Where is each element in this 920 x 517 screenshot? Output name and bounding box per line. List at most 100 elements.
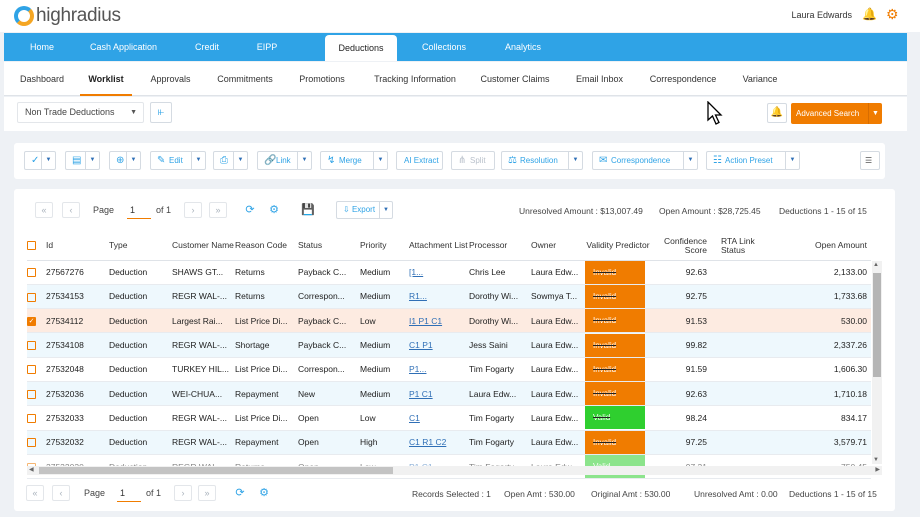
cell-attachments[interactable]: R1... <box>409 291 427 302</box>
merge-button[interactable]: ↯ Merge ▼ <box>320 151 388 170</box>
column-header[interactable]: Attachment List <box>409 232 469 261</box>
chevron-down-icon[interactable]: ▼ <box>233 152 247 169</box>
table-row[interactable]: 27532048 Deduction TURKEY HIL... List Price… <box>27 357 871 382</box>
tab-tracking-information[interactable]: Tracking Information <box>374 74 456 84</box>
table-row[interactable]: ✓ 27534112 Deduction Largest Rai... List Pri… <box>27 308 871 334</box>
gear-icon[interactable]: ⚙ <box>886 6 899 22</box>
select-all-checkbox[interactable] <box>27 241 36 251</box>
cell-attachments[interactable]: C1 R1 C2 <box>409 437 447 448</box>
cell-attachments[interactable]: C1 P1 <box>409 340 433 351</box>
notes-button[interactable]: ▤ ▼ <box>65 151 100 170</box>
column-header[interactable]: Open Amount <box>771 232 871 261</box>
chevron-down-icon[interactable]: ▼ <box>126 152 140 169</box>
column-header[interactable]: Reason Code <box>235 232 298 261</box>
main-nav-credit[interactable]: Credit <box>194 42 219 52</box>
page-input[interactable]: 1 <box>117 485 141 502</box>
resolution-button[interactable]: ⚖ Resolution ▼ <box>501 151 583 170</box>
main-nav-cash-application[interactable]: Cash Application <box>89 42 158 52</box>
next-page-icon[interactable]: › <box>174 485 192 501</box>
refresh-icon[interactable]: ⟳ <box>245 204 255 216</box>
chevron-down-icon[interactable]: ▼ <box>379 202 392 218</box>
ai-extract-button[interactable]: AI Extract <box>396 151 443 170</box>
tab-promotions[interactable]: Promotions <box>299 74 345 84</box>
menu-icon[interactable]: ☰ <box>860 151 880 170</box>
row-checkbox[interactable] <box>27 292 36 302</box>
tab-variance[interactable]: Variance <box>742 74 778 84</box>
row-checkbox[interactable] <box>27 438 36 448</box>
scroll-down-icon[interactable]: ▼ <box>873 457 879 463</box>
column-header[interactable]: Type <box>109 232 172 261</box>
last-page-icon[interactable]: » <box>209 202 227 218</box>
reset-icon[interactable]: ⚙ <box>269 204 279 216</box>
cell-attachments[interactable]: C1 <box>409 412 420 423</box>
column-header[interactable]: RTA Link Status <box>711 232 771 261</box>
refresh-icon[interactable]: ⟳ <box>235 487 245 499</box>
approve-button[interactable]: ✓ ▼ <box>24 151 56 170</box>
column-header[interactable]: Owner <box>531 232 585 261</box>
tab-approvals[interactable]: Approvals <box>150 74 191 84</box>
row-checkbox[interactable] <box>27 341 36 351</box>
row-checkbox[interactable] <box>27 414 36 424</box>
table-row[interactable]: 27532032 Deduction REGR WAL-... Repayment Op… <box>27 430 871 455</box>
advanced-search-button[interactable]: Advanced Search ▼ <box>791 103 882 124</box>
table-row[interactable]: 27532036 Deduction WEI-CHUA... Repayment New… <box>27 381 871 407</box>
column-header[interactable]: Processor <box>469 232 531 261</box>
row-checkbox[interactable]: ✓ <box>27 316 36 326</box>
vertical-scroll-thumb[interactable] <box>873 273 881 377</box>
column-header[interactable]: Validity Predictor <box>585 232 651 261</box>
chevron-down-icon[interactable]: ▼ <box>683 152 697 169</box>
chevron-down-icon[interactable]: ▼ <box>373 152 387 169</box>
tab-customer-claims[interactable]: Customer Claims <box>480 74 550 84</box>
chevron-down-icon[interactable]: ▼ <box>85 152 99 169</box>
table-row[interactable]: 27534153 Deduction REGR WAL-... Returns Corr… <box>27 284 871 310</box>
prev-page-icon[interactable]: ‹ <box>62 202 80 218</box>
table-row[interactable]: 27567276 Deduction SHAWS GT... Returns Payba… <box>27 260 871 285</box>
column-header[interactable]: Status <box>298 232 360 261</box>
user-name[interactable]: Laura Edwards <box>791 10 852 20</box>
link-button[interactable]: 🔗Link ▼ <box>257 151 312 170</box>
column-header[interactable]: Confidence Score <box>651 232 711 261</box>
main-nav-eipp[interactable]: EIPP <box>256 42 278 52</box>
row-checkbox[interactable] <box>27 268 36 278</box>
row-checkbox[interactable] <box>27 365 36 375</box>
action-preset-button[interactable]: ☷ Action Preset ▼ <box>706 151 800 170</box>
tab-worklist[interactable]: Worklist <box>80 62 132 96</box>
last-page-icon[interactable]: » <box>198 485 216 501</box>
horizontal-scroll-thumb[interactable] <box>39 467 393 474</box>
edit-button[interactable]: ✎ Edit ▼ <box>150 151 206 170</box>
row-checkbox[interactable] <box>27 389 36 399</box>
cell-attachments[interactable]: P1 C1 <box>409 388 433 399</box>
chevron-down-icon[interactable]: ▼ <box>41 152 55 169</box>
main-nav-collections[interactable]: Collections <box>421 42 467 52</box>
chevron-down-icon[interactable]: ▼ <box>785 152 799 169</box>
correspondence-button[interactable]: ✉ Correspondence ▼ <box>592 151 698 170</box>
cell-attachments[interactable]: [1... <box>409 267 424 278</box>
vertical-scrollbar[interactable]: ▲ ▼ <box>872 261 882 464</box>
column-header[interactable]: Customer Name <box>172 232 235 261</box>
tab-correspondence[interactable]: Correspondence <box>649 74 717 84</box>
main-nav-analytics[interactable]: Analytics <box>504 42 541 52</box>
tab-commitments[interactable]: Commitments <box>217 74 273 84</box>
main-nav-home[interactable]: Home <box>29 42 54 52</box>
reset-icon[interactable]: ⚙ <box>259 487 269 499</box>
bell-icon[interactable]: 🔔 <box>862 7 877 21</box>
column-header[interactable]: Id <box>46 232 109 261</box>
export-button[interactable]: ⇩ Export ▼ <box>336 201 393 219</box>
page-input[interactable]: 1 <box>127 202 151 219</box>
chevron-down-icon[interactable]: ▼ <box>191 152 205 169</box>
view-select[interactable]: Non Trade Deductions ▼ <box>17 102 144 123</box>
table-row[interactable]: 27534108 Deduction REGR WAL-... Shortage Pay… <box>27 332 871 358</box>
first-page-icon[interactable]: « <box>26 485 44 501</box>
prev-page-icon[interactable]: ‹ <box>52 485 70 501</box>
column-header[interactable]: Priority <box>360 232 409 261</box>
main-nav-deductions[interactable]: Deductions <box>325 35 397 61</box>
print-button[interactable]: ⎙ ▼ <box>213 151 248 170</box>
cell-attachments[interactable]: P1... <box>409 364 427 375</box>
notification-bell-icon[interactable]: 🔔 <box>767 103 787 123</box>
tab-email-inbox[interactable]: Email Inbox <box>575 74 624 84</box>
brand-logo[interactable]: highradius <box>14 5 121 27</box>
scroll-left-icon[interactable]: ◀ <box>29 467 34 473</box>
first-page-icon[interactable]: « <box>35 202 53 218</box>
scroll-right-icon[interactable]: ▶ <box>875 467 880 473</box>
save-icon[interactable]: 💾 <box>301 204 315 216</box>
